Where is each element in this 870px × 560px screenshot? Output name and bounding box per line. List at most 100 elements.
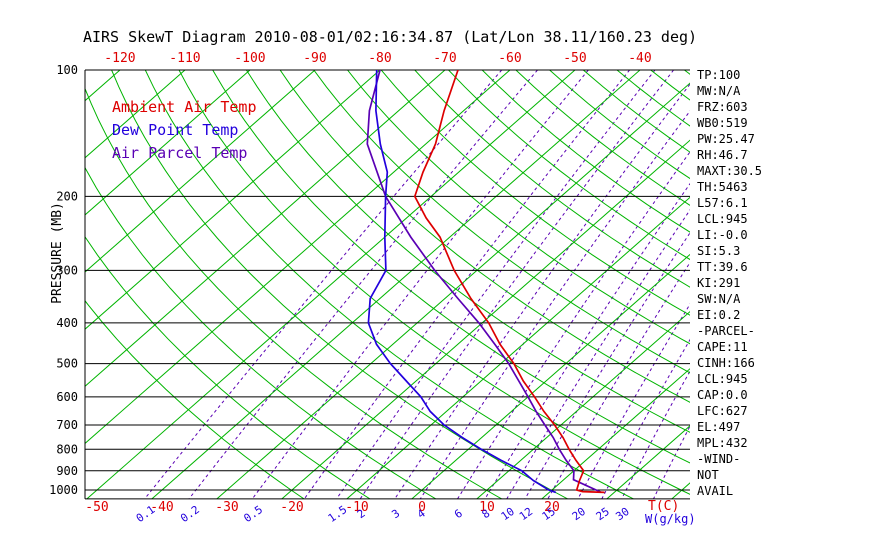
- dry-adiabat-line: [178, 70, 690, 495]
- dry-adiabat-line: [85, 87, 502, 499]
- isotherm-line: [216, 82, 690, 499]
- isotherm-line: [476, 310, 690, 499]
- dry-adiabat-line: [481, 70, 690, 233]
- dry-adiabat-line: [515, 70, 690, 206]
- legend: Ambient Air Temp Dew Point Temp Air Parc…: [112, 96, 257, 165]
- mixing-ratio-tick-label: 12: [517, 505, 535, 523]
- profile-ambient-air-temp: [413, 70, 605, 494]
- stat-line: EI:0.2: [697, 308, 741, 322]
- chart-title: AIRS SkewT Diagram 2010-08-01/02:16:34.8…: [82, 28, 698, 46]
- dry-adiabat-line: [582, 70, 690, 153]
- top-temp-tick-label: -120: [104, 51, 135, 66]
- mixing-ratio-tick-label: 20: [570, 505, 588, 523]
- mixing-ratio-line: [336, 70, 656, 499]
- y-axis-title: PRESSURE (MB): [50, 202, 65, 304]
- mixing-ratio-tick-label: 3: [389, 507, 402, 521]
- pressure-tick-label: 900: [56, 464, 78, 478]
- stats-panel: TP:100 MW:N/A FRZ:603 WB0:519 PW:25.47 RH:46.…: [697, 67, 762, 499]
- dry-adiabat-line: [313, 70, 690, 374]
- stat-line: -WIND-: [697, 452, 741, 466]
- stat-line: MW:N/A: [697, 84, 741, 98]
- pressure-tick-label: 600: [56, 390, 78, 404]
- stat-line: EL:497: [697, 420, 741, 434]
- mixing-ratio-tick-label: 0.2: [178, 503, 202, 525]
- mixing-ratio-tick-label: 4: [415, 507, 428, 522]
- stat-line: TT:39.6: [697, 260, 748, 274]
- bottom-temp-tick-label: 0: [418, 500, 426, 515]
- isotherm-line: [151, 70, 641, 499]
- pressure-tick-label: 700: [56, 418, 78, 432]
- pressure-tick-label: 400: [56, 316, 78, 330]
- top-temp-tick-label: -70: [433, 51, 456, 66]
- dry-adiabat-line: [245, 70, 690, 433]
- stat-line: SI:5.3: [697, 244, 741, 258]
- top-temp-tick-label: -60: [498, 51, 521, 66]
- legend-dew-point-temp: Dew Point Temp: [112, 121, 239, 139]
- isotherm-line: [85, 70, 251, 216]
- stat-line: MAXT:30.5: [697, 164, 763, 178]
- temp-axis-unit-label: T(C): [648, 499, 679, 514]
- mixing-ratio-line: [653, 425, 690, 499]
- mixing-ratio-line: [419, 110, 690, 499]
- mixing-ratio-line: [188, 70, 538, 499]
- isotherm-line: [85, 70, 446, 387]
- mixing-ratio-line: [251, 70, 589, 499]
- dry-adiabat-line: [85, 235, 371, 499]
- mixing-ratio-line: [506, 209, 690, 499]
- stat-line: CAPE:11: [697, 340, 748, 354]
- pressure-tick-label: 800: [56, 442, 78, 456]
- stat-line: -PARCEL-: [697, 324, 755, 338]
- pressure-tick-label: 500: [56, 357, 78, 371]
- stat-line: LCL:945: [697, 212, 748, 226]
- stat-line: TH:5463: [697, 180, 748, 194]
- dry-adiabat-line: [347, 70, 690, 345]
- legend-ambient-air-temp: Ambient Air Temp: [112, 98, 257, 116]
- profile-dew-point-temp: [367, 70, 557, 494]
- top-temp-tick-label: -110: [169, 51, 200, 66]
- stat-line: AVAIL: [697, 484, 734, 498]
- isotherm-line: [85, 70, 511, 445]
- top-temp-tick-label: -80: [368, 51, 391, 66]
- dry-adiabat-line: [144, 70, 634, 499]
- bottom-temp-tick-label: -30: [215, 500, 238, 515]
- dry-adiabat-line: [448, 70, 690, 261]
- stat-line: RH:46.7: [697, 148, 748, 162]
- dry-adiabat-line: [85, 166, 437, 499]
- mixing-ratio-line: [394, 83, 690, 499]
- isotherm-line: [281, 139, 690, 499]
- stat-line: MPL:432: [697, 436, 748, 450]
- bottom-temp-tick-label: -50: [85, 500, 108, 515]
- pressure-tick-label: 200: [56, 189, 78, 203]
- stat-line: SW:N/A: [697, 292, 741, 306]
- top-temp-tick-label: -50: [563, 51, 586, 66]
- stat-line: WB0:519: [697, 116, 748, 130]
- dry-adiabat-line: [111, 70, 568, 499]
- stat-line: CAP:0.0: [697, 388, 748, 402]
- mixing-ratio-line: [601, 338, 690, 499]
- mixing-ratio-tick-label: 0.5: [241, 503, 265, 525]
- mixing-ratio-line: [484, 182, 690, 499]
- top-temp-tick-label: -90: [303, 51, 326, 66]
- stat-line: KI:291: [697, 276, 741, 290]
- mixing-ratio-line: [303, 70, 630, 499]
- bottom-temp-tick-label: -20: [280, 500, 303, 515]
- dry-adiabat-line: [85, 299, 305, 499]
- stat-line: LI:-0.0: [697, 228, 748, 242]
- stat-line: LFC:627: [697, 404, 748, 418]
- stat-line: PW:25.47: [697, 132, 755, 146]
- stat-line: L57:6.1: [697, 196, 748, 210]
- mixing-axis-unit-label: W(g/kg): [645, 512, 696, 526]
- mixing-ratio-line: [144, 70, 503, 499]
- dry-adiabat-line: [380, 70, 690, 316]
- pressure-tick-label: 1000: [49, 483, 78, 497]
- bottom-temp-tick-label: -10: [345, 500, 368, 515]
- isotherm-line: [541, 368, 690, 499]
- isotherm-line: [85, 70, 316, 273]
- bottom-temp-tick-label: 10: [479, 500, 495, 515]
- isotherm-line: [85, 70, 381, 330]
- pressure-tick-label: 300: [56, 263, 78, 277]
- top-temp-tick-label: -40: [628, 51, 651, 66]
- mixing-ratio-tick-label: 25: [594, 505, 612, 523]
- top-temp-tick-label: -100: [234, 51, 265, 66]
